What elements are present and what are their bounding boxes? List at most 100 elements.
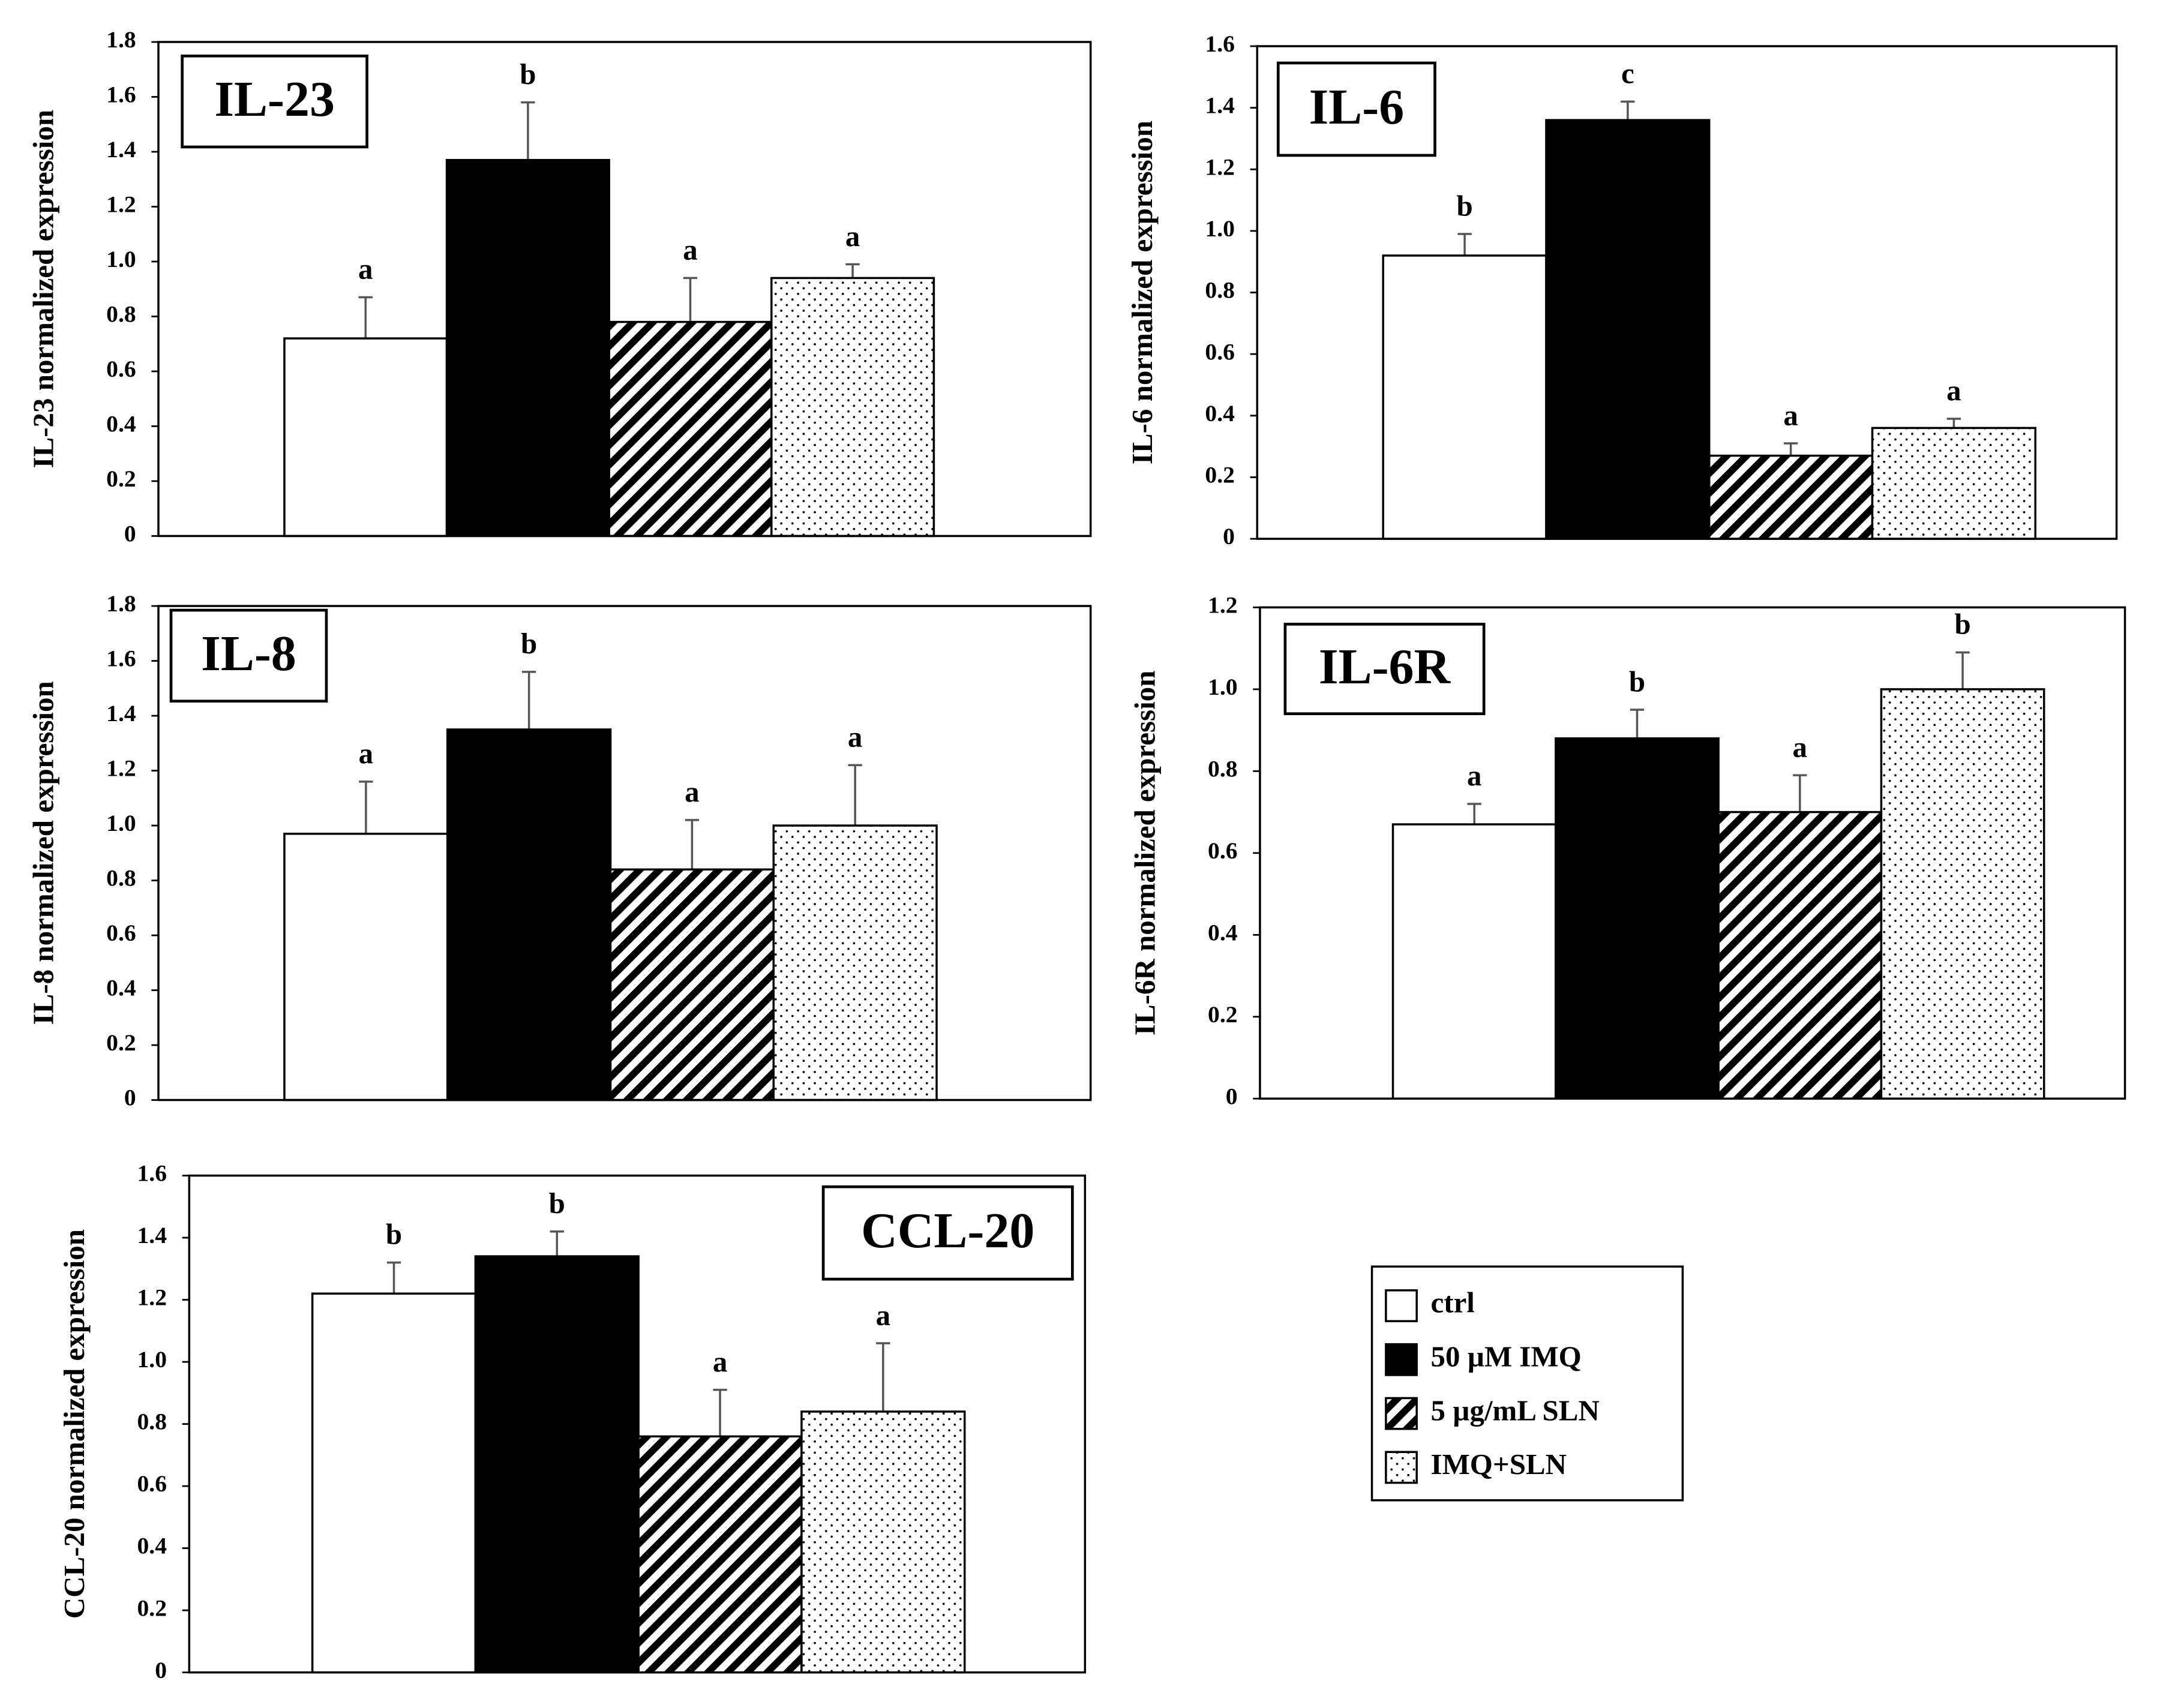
y-tick-label: 0.2 — [1208, 1001, 1238, 1028]
legend-swatch — [1385, 1289, 1418, 1322]
legend-label: 50 µM IMQ — [1431, 1340, 1582, 1373]
y-tick-label: 1.8 — [106, 26, 136, 53]
bar — [770, 277, 935, 538]
bar — [1880, 688, 2045, 1100]
significance-letter: a — [1793, 730, 1807, 763]
bar — [1382, 254, 1547, 540]
y-tick-label: 0.4 — [1208, 919, 1238, 945]
chart-title: CCL-20 — [861, 1203, 1034, 1259]
significance-letter: b — [1456, 189, 1472, 222]
y-tick-label: 0 — [1226, 1083, 1238, 1109]
y-axis-label: IL-6 normalized expression — [1126, 121, 1159, 464]
significance-letter: a — [1783, 398, 1798, 431]
y-tick-label: 1.6 — [137, 1160, 167, 1187]
y-tick-label: 0.6 — [1208, 838, 1238, 864]
chart-title: IL-6 — [1309, 79, 1405, 135]
bar — [1391, 823, 1557, 1100]
y-tick-label: 0.2 — [106, 466, 136, 492]
y-tick-label: 0.4 — [106, 411, 136, 437]
y-tick-label: 0 — [124, 521, 136, 547]
y-tick-label: 1.2 — [1205, 154, 1235, 180]
y-tick-label: 1.2 — [137, 1284, 167, 1311]
bar — [609, 868, 775, 1101]
bar — [637, 1435, 803, 1674]
significance-letter: a — [359, 737, 373, 770]
plot-frame — [1259, 606, 2126, 1100]
significance-letter: c — [1621, 57, 1634, 90]
significance-letter: b — [386, 1218, 402, 1251]
y-tick-label: 1.4 — [1205, 92, 1235, 119]
y-tick-label: 0.6 — [137, 1470, 167, 1497]
y-tick-label: 0.8 — [106, 301, 136, 328]
bar — [474, 1255, 640, 1674]
bar — [1717, 811, 1883, 1100]
y-tick-label: 1.4 — [106, 136, 136, 163]
significance-letter: a — [845, 220, 860, 253]
y-tick-label: 0.4 — [137, 1533, 167, 1559]
title-box — [821, 1185, 1074, 1281]
significance-letter: b — [521, 627, 537, 660]
y-tick-label: 0.4 — [1205, 400, 1235, 427]
y-tick-label: 0 — [1223, 523, 1235, 550]
bar — [800, 1410, 966, 1674]
y-tick-label: 1.0 — [1208, 674, 1238, 700]
y-tick-label: 1.2 — [1208, 592, 1238, 619]
plot-frame — [188, 1174, 1087, 1674]
y-tick-label: 1.4 — [137, 1222, 167, 1248]
y-tick-label: 1.8 — [106, 590, 136, 617]
y-tick-label: 1.0 — [106, 246, 136, 272]
y-tick-label: 1.2 — [106, 755, 136, 782]
y-tick-label: 0.8 — [137, 1409, 167, 1435]
y-tick-label: 0 — [155, 1657, 167, 1683]
significance-letter: b — [549, 1187, 565, 1220]
significance-letter: a — [685, 775, 699, 808]
bar — [283, 337, 448, 538]
legend-label: 5 µg/mL SLN — [1431, 1394, 1600, 1427]
y-tick-label: 1.6 — [106, 646, 136, 672]
y-tick-label: 1.4 — [106, 700, 136, 727]
significance-letter: a — [1946, 374, 1961, 407]
bar — [1708, 454, 1874, 540]
y-tick-label: 0.8 — [1208, 755, 1238, 782]
y-tick-label: 0 — [124, 1085, 136, 1111]
bar — [311, 1292, 477, 1674]
bar — [1871, 427, 2037, 540]
significance-letter: a — [713, 1345, 727, 1378]
bar — [608, 320, 773, 538]
title-box — [1276, 61, 1436, 157]
chart-title: IL-8 — [201, 626, 296, 682]
y-axis-label: CCL-20 normalized expression — [58, 1229, 91, 1619]
y-tick-label: 0.6 — [106, 920, 136, 946]
chart-title: IL-23 — [214, 71, 335, 127]
bar — [772, 824, 938, 1101]
y-tick-label: 1.0 — [137, 1346, 167, 1373]
significance-letter: b — [1629, 665, 1645, 698]
chart-title: IL-6R — [1319, 639, 1451, 695]
y-axis-label: IL-23 normalized expression — [27, 110, 60, 469]
plot-frame — [1256, 45, 2118, 540]
legend-swatch — [1385, 1343, 1418, 1376]
title-box — [181, 54, 368, 149]
bar — [446, 728, 612, 1101]
legend-box — [1370, 1265, 1684, 1502]
y-tick-label: 0.4 — [106, 975, 136, 1001]
legend-label: ctrl — [1431, 1286, 1475, 1319]
legend-swatch — [1385, 1451, 1418, 1484]
plot-frame — [157, 605, 1092, 1101]
significance-letter: a — [848, 721, 862, 754]
legend-swatch — [1385, 1397, 1418, 1430]
y-tick-label: 1.0 — [1205, 215, 1235, 242]
bar — [445, 158, 610, 538]
y-tick-label: 0.6 — [1205, 338, 1235, 365]
significance-letter: a — [683, 233, 697, 266]
bar — [283, 833, 449, 1101]
y-tick-label: 1.6 — [106, 82, 136, 108]
significance-letter: b — [520, 58, 536, 91]
significance-letter: a — [1467, 759, 1481, 792]
bar — [1555, 737, 1720, 1100]
y-tick-label: 0.2 — [137, 1595, 167, 1621]
significance-letter: a — [358, 253, 373, 286]
y-tick-label: 1.2 — [106, 191, 136, 218]
y-axis-label: IL-8 normalized expression — [27, 681, 60, 1025]
